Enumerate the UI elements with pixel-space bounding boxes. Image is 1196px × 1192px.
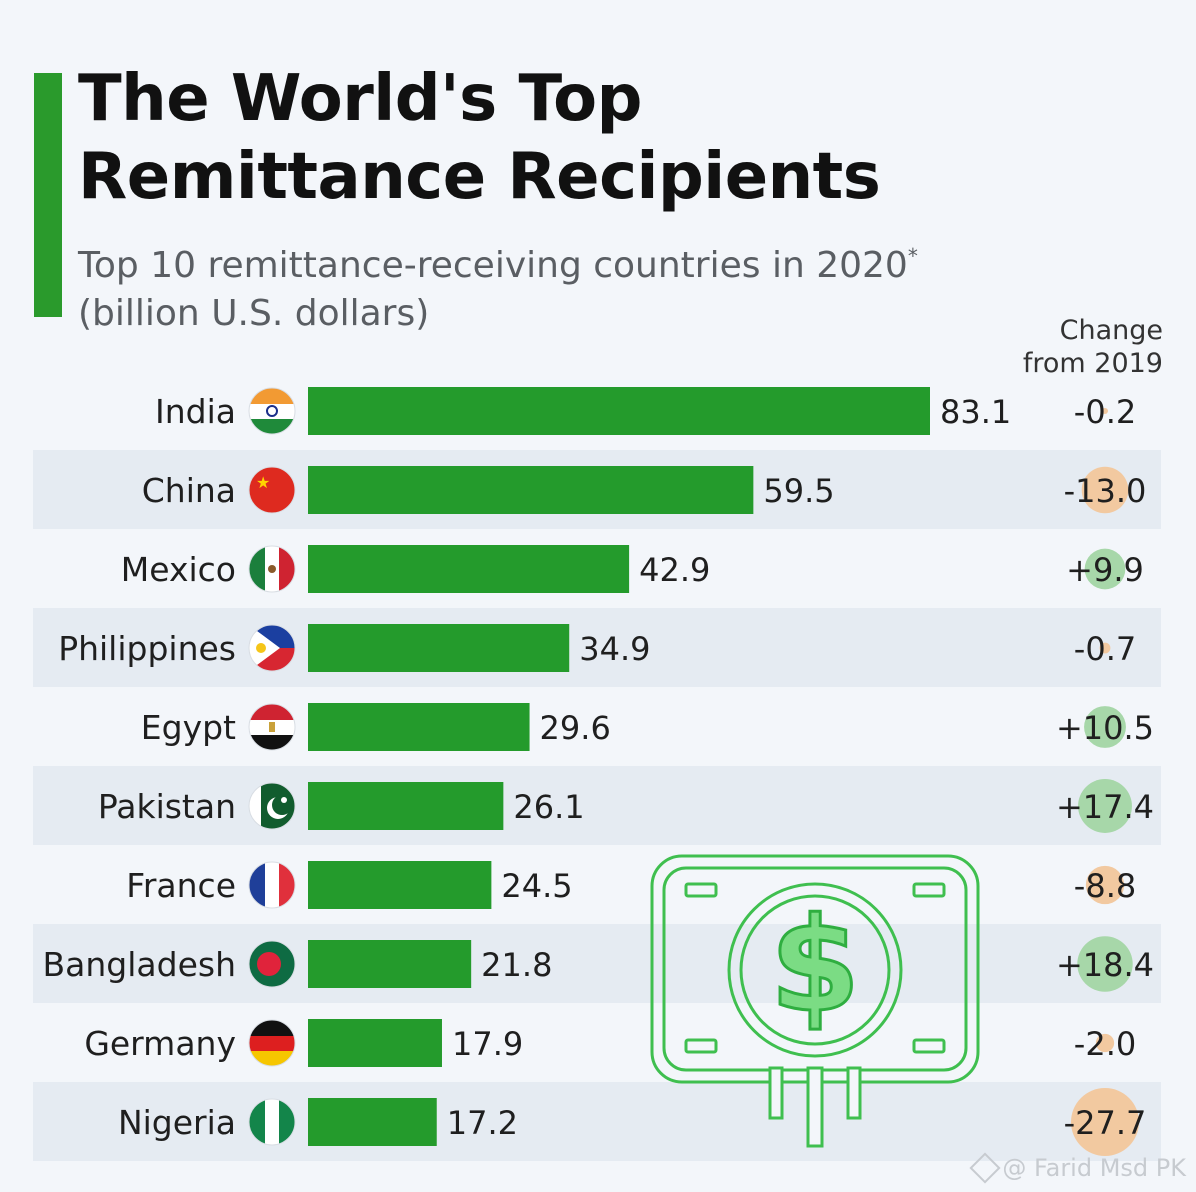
value-label-pakistan: 26.1	[513, 788, 584, 826]
change-label-nigeria: -27.7	[1064, 1104, 1147, 1142]
value-label-germany: 17.9	[452, 1025, 523, 1063]
value-label-mexico: 42.9	[639, 551, 710, 589]
flag-china-icon: ★	[248, 466, 296, 514]
bar-mexico	[308, 545, 630, 593]
flag-india-icon	[248, 387, 296, 435]
title-line-2: Remittance Recipients	[78, 140, 881, 214]
bar-bangladesh	[308, 940, 472, 988]
flag-france-icon	[248, 861, 296, 909]
change-label-bangladesh: +18.4	[1056, 946, 1154, 984]
chart-title: The World's Top Remittance Recipients	[78, 60, 1078, 216]
change-bubble-pakistan	[1078, 779, 1132, 833]
diamond-icon	[969, 1152, 1001, 1184]
change-bubble-mexico	[1084, 548, 1126, 590]
chart-subtitle: Top 10 remittance-receiving countries in…	[78, 232, 978, 338]
change-label-germany: -2.0	[1074, 1025, 1136, 1063]
change-label-china: -13.0	[1064, 472, 1147, 510]
change-bubble-germany	[1095, 1033, 1115, 1053]
change-bubble-nigeria	[1071, 1088, 1139, 1156]
change-bubble-egypt	[1084, 706, 1126, 748]
flag-nigeria-icon	[248, 1098, 296, 1146]
change-label-pakistan: +17.4	[1056, 788, 1154, 826]
change-bubble-france	[1085, 865, 1125, 905]
change-label-india: -0.2	[1074, 393, 1136, 431]
change-label-mexico: +9.9	[1066, 551, 1144, 589]
country-label-egypt: Egypt	[141, 708, 236, 747]
value-label-egypt: 29.6	[540, 709, 611, 747]
change-bubble-china	[1081, 466, 1129, 514]
row-stripe	[33, 766, 1161, 845]
row-stripe	[33, 1082, 1161, 1161]
country-label-germany: Germany	[84, 1024, 236, 1063]
value-label-france: 24.5	[501, 867, 572, 905]
flag-germany-icon	[248, 1019, 296, 1067]
bar-germany	[308, 1019, 442, 1067]
country-label-mexico: Mexico	[121, 550, 236, 589]
country-label-bangladesh: Bangladesh	[43, 945, 236, 984]
title-line-1: The World's Top	[78, 62, 642, 136]
bar-france	[308, 861, 492, 909]
flag-egypt-icon	[248, 703, 296, 751]
bar-india	[308, 387, 930, 435]
dollar-sign-icon: $	[770, 889, 860, 1041]
change-label-philippines: -0.7	[1074, 630, 1136, 668]
change-bubble-india	[1102, 408, 1108, 414]
flag-mexico-icon	[248, 545, 296, 593]
value-label-bangladesh: 21.8	[481, 946, 552, 984]
watermark: @ Farid Msd PK	[969, 1152, 1186, 1184]
bar-philippines	[308, 624, 570, 672]
flag-philippines-icon	[248, 624, 296, 672]
country-label-nigeria: Nigeria	[118, 1103, 236, 1142]
change-bubble-bangladesh	[1077, 936, 1133, 992]
country-label-philippines: Philippines	[58, 629, 236, 668]
change-bubble-philippines	[1099, 642, 1111, 654]
bar-nigeria	[308, 1098, 437, 1146]
subtitle-line-2: (billion U.S. dollars)	[78, 293, 430, 334]
change-label-france: -8.8	[1074, 867, 1136, 905]
change-header-line-1: Change	[1059, 315, 1163, 346]
country-label-india: India	[155, 392, 236, 431]
change-label-egypt: +10.5	[1056, 709, 1154, 747]
flag-pakistan-icon	[248, 782, 296, 830]
row-stripe	[33, 608, 1161, 687]
svg-text:★: ★	[256, 473, 270, 492]
banknote-illustration	[650, 854, 980, 1148]
flag-bangladesh-icon	[248, 940, 296, 988]
watermark-text: @ Farid Msd PK	[1002, 1154, 1186, 1182]
accent-bar	[34, 73, 62, 317]
bar-china	[308, 466, 754, 514]
change-header-line-2: from 2019	[1022, 348, 1163, 379]
value-label-china: 59.5	[763, 472, 834, 510]
bar-pakistan	[308, 782, 504, 830]
row-stripe	[33, 924, 1161, 1003]
subtitle-asterisk: *	[907, 244, 918, 268]
value-label-philippines: 34.9	[579, 630, 650, 668]
country-label-china: China	[142, 471, 236, 510]
value-label-nigeria: 17.2	[447, 1104, 518, 1142]
country-label-pakistan: Pakistan	[98, 787, 236, 826]
subtitle-line-1: Top 10 remittance-receiving countries in…	[78, 245, 908, 286]
bar-egypt	[308, 703, 530, 751]
value-label-india: 83.1	[940, 393, 1011, 431]
change-column-header: Change from 2019	[963, 314, 1163, 380]
country-label-france: France	[126, 866, 236, 905]
